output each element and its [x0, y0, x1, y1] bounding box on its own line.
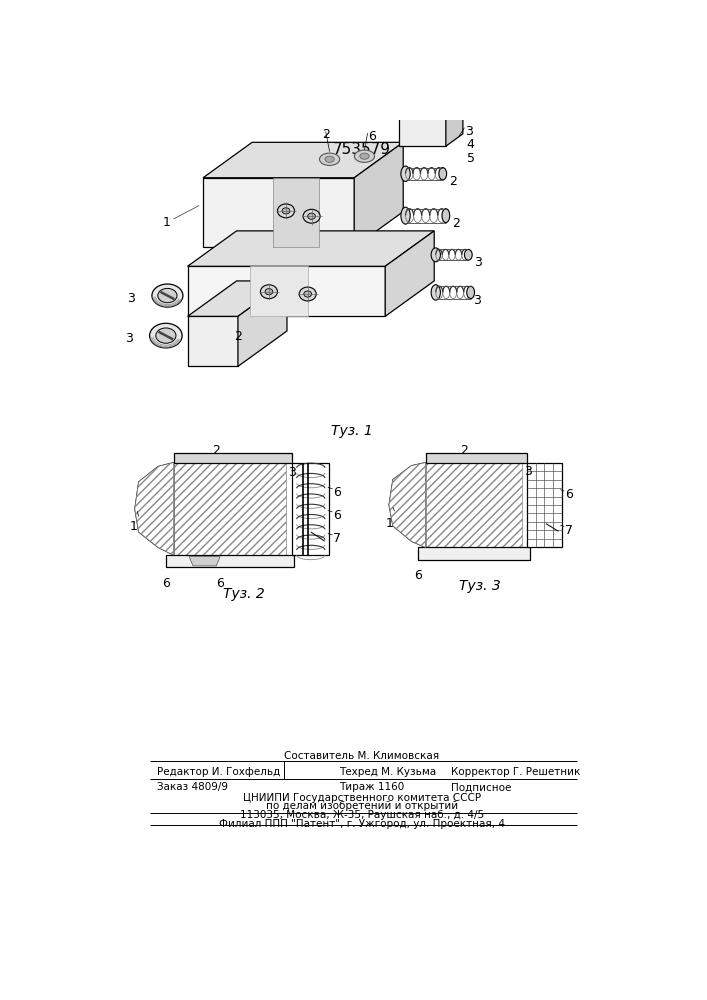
Ellipse shape: [277, 204, 295, 218]
Text: Составитель М. Климовская: Составитель М. Климовская: [284, 751, 440, 761]
Ellipse shape: [325, 156, 334, 162]
Text: 3: 3: [127, 292, 135, 305]
Text: 3: 3: [126, 332, 134, 345]
Ellipse shape: [442, 209, 450, 223]
Text: 1: 1: [163, 216, 170, 229]
Text: 3: 3: [473, 294, 481, 307]
Text: 2: 2: [234, 330, 242, 343]
Ellipse shape: [299, 287, 316, 301]
Ellipse shape: [431, 285, 440, 300]
Polygon shape: [250, 266, 308, 316]
Text: Тираж 1160: Тираж 1160: [339, 782, 404, 792]
Polygon shape: [174, 453, 292, 463]
Polygon shape: [166, 555, 293, 567]
Ellipse shape: [260, 285, 277, 299]
Text: Филиал ППП "Патент", г. Ужгород, ул. Проектная, 4: Филиал ППП "Патент", г. Ужгород, ул. Про…: [219, 819, 505, 829]
Text: 3: 3: [288, 466, 296, 480]
Polygon shape: [174, 463, 286, 555]
Text: 753579: 753579: [333, 142, 391, 157]
Ellipse shape: [150, 323, 182, 348]
Text: 6: 6: [216, 577, 224, 590]
Text: 2: 2: [212, 444, 221, 457]
Text: 6: 6: [333, 486, 341, 499]
Text: 3: 3: [465, 125, 473, 138]
Text: 6: 6: [162, 577, 170, 590]
Ellipse shape: [308, 213, 315, 219]
Text: 7: 7: [565, 524, 573, 537]
Polygon shape: [203, 178, 354, 247]
Polygon shape: [399, 104, 446, 146]
Ellipse shape: [320, 153, 339, 165]
Polygon shape: [189, 557, 220, 566]
Text: 113035, Москва, Ж-35, Раушская наб., д. 4/5: 113035, Москва, Ж-35, Раушская наб., д. …: [240, 810, 484, 820]
Ellipse shape: [439, 168, 447, 180]
Ellipse shape: [464, 249, 472, 260]
Polygon shape: [426, 463, 522, 547]
Ellipse shape: [431, 248, 440, 262]
Text: по делам изобретений и открытий: по делам изобретений и открытий: [266, 801, 458, 811]
Ellipse shape: [401, 207, 410, 224]
Polygon shape: [187, 266, 385, 316]
Polygon shape: [135, 463, 174, 555]
Polygon shape: [187, 316, 238, 366]
Polygon shape: [292, 463, 329, 555]
Text: 5: 5: [467, 152, 475, 165]
Polygon shape: [527, 463, 562, 547]
Text: 6: 6: [333, 509, 341, 522]
Text: 6: 6: [565, 488, 573, 501]
Ellipse shape: [265, 289, 273, 295]
Polygon shape: [385, 231, 434, 316]
Polygon shape: [135, 463, 174, 555]
Text: Τуз. 1: Τуз. 1: [331, 424, 373, 438]
Polygon shape: [389, 463, 426, 547]
Ellipse shape: [304, 291, 312, 297]
Text: 6: 6: [414, 569, 422, 582]
Ellipse shape: [354, 150, 375, 162]
Text: Техред М. Кузьма: Техред М. Кузьма: [339, 767, 436, 777]
Ellipse shape: [467, 286, 474, 299]
Polygon shape: [187, 231, 434, 266]
Text: Редактор И. Гохфельд: Редактор И. Гохфельд: [156, 767, 280, 777]
Ellipse shape: [360, 153, 369, 159]
Polygon shape: [399, 92, 463, 104]
Polygon shape: [238, 281, 287, 366]
Ellipse shape: [158, 288, 177, 303]
Text: 4: 4: [467, 138, 474, 151]
Polygon shape: [446, 92, 463, 146]
Polygon shape: [273, 178, 320, 247]
Text: 6: 6: [368, 130, 376, 143]
Polygon shape: [389, 463, 426, 547]
Ellipse shape: [152, 284, 183, 307]
Text: Корректор Г. Решетник: Корректор Г. Решетник: [451, 767, 580, 777]
Text: ЦНИИПИ Государственного комитета СССР: ЦНИИПИ Государственного комитета СССР: [243, 793, 481, 803]
Text: 3: 3: [524, 465, 532, 478]
Text: 2: 2: [449, 175, 457, 188]
Text: 1: 1: [385, 517, 393, 530]
Text: Τуз. 3: Τуз. 3: [459, 579, 501, 593]
Text: 2: 2: [452, 217, 460, 230]
Polygon shape: [354, 142, 403, 247]
Ellipse shape: [282, 208, 290, 214]
Polygon shape: [203, 142, 403, 178]
Text: 1: 1: [129, 520, 137, 533]
Polygon shape: [187, 281, 287, 316]
Polygon shape: [426, 453, 527, 463]
Text: 2: 2: [460, 444, 468, 457]
Text: Подписное: Подписное: [451, 782, 511, 792]
Text: 7: 7: [333, 532, 341, 545]
Ellipse shape: [156, 328, 176, 343]
Text: Заказ 4809/9: Заказ 4809/9: [156, 782, 228, 792]
Polygon shape: [418, 547, 530, 560]
Text: Τуз. 2: Τуз. 2: [223, 587, 264, 601]
Text: 2: 2: [322, 128, 329, 141]
Ellipse shape: [303, 209, 320, 223]
Ellipse shape: [401, 166, 410, 181]
Text: 3: 3: [474, 256, 482, 269]
